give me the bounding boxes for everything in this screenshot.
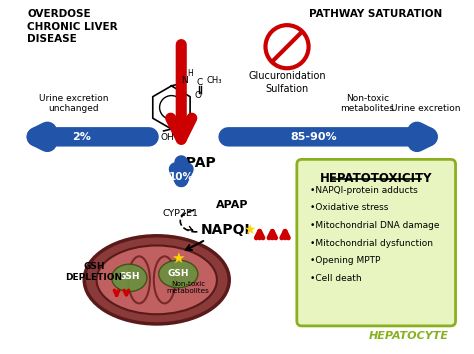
Text: ★: ★ <box>172 251 185 266</box>
Text: GSH: GSH <box>118 273 140 281</box>
Text: C: C <box>197 79 203 87</box>
Text: APAP: APAP <box>175 156 216 170</box>
Ellipse shape <box>84 236 229 324</box>
Text: H: H <box>187 69 193 78</box>
Text: APAP: APAP <box>216 200 248 210</box>
Text: PATHWAY SATURATION: PATHWAY SATURATION <box>309 10 442 19</box>
Text: Non-toxic
metabolites: Non-toxic metabolites <box>167 281 210 294</box>
Ellipse shape <box>112 264 147 292</box>
Text: GSH: GSH <box>167 268 189 278</box>
Text: GSH
DEPLETION: GSH DEPLETION <box>65 262 123 282</box>
FancyBboxPatch shape <box>297 159 456 326</box>
Text: 2%: 2% <box>72 132 91 142</box>
Text: Urine excretion: Urine excretion <box>392 104 461 113</box>
Text: •Oxidative stress: •Oxidative stress <box>310 204 388 212</box>
Text: •NAPQI-protein adducts: •NAPQI-protein adducts <box>310 186 417 195</box>
Text: N: N <box>181 76 188 86</box>
Circle shape <box>265 25 309 68</box>
Text: •Mitochondrial DNA damage: •Mitochondrial DNA damage <box>310 221 439 230</box>
Text: Urine excretion
unchanged: Urine excretion unchanged <box>39 94 108 113</box>
Text: HEPATOTOXICITY: HEPATOTOXICITY <box>320 172 432 185</box>
Text: •Mitochondrial dysfunction: •Mitochondrial dysfunction <box>310 239 433 248</box>
Ellipse shape <box>97 245 217 314</box>
FancyBboxPatch shape <box>0 1 467 353</box>
Ellipse shape <box>159 260 198 288</box>
Text: NAPQI: NAPQI <box>201 223 250 237</box>
Text: OH: OH <box>161 133 174 142</box>
Text: 85-90%: 85-90% <box>290 132 337 142</box>
Text: CYP2E1: CYP2E1 <box>162 209 198 218</box>
Text: CH₃: CH₃ <box>207 76 222 86</box>
Text: Non-toxic
metabolites: Non-toxic metabolites <box>340 94 394 113</box>
Text: O: O <box>195 91 202 100</box>
Text: •Cell death: •Cell death <box>310 274 361 283</box>
Text: ★: ★ <box>244 223 256 237</box>
Text: Glucuronidation
Sulfation: Glucuronidation Sulfation <box>248 71 326 93</box>
Text: OVERDOSE
CHRONIC LIVER
DISEASE: OVERDOSE CHRONIC LIVER DISEASE <box>27 10 118 44</box>
Text: 10%: 10% <box>169 172 194 182</box>
Text: HEPATOCYTE: HEPATOCYTE <box>369 331 449 341</box>
Text: •Opening MPTP: •Opening MPTP <box>310 256 380 266</box>
